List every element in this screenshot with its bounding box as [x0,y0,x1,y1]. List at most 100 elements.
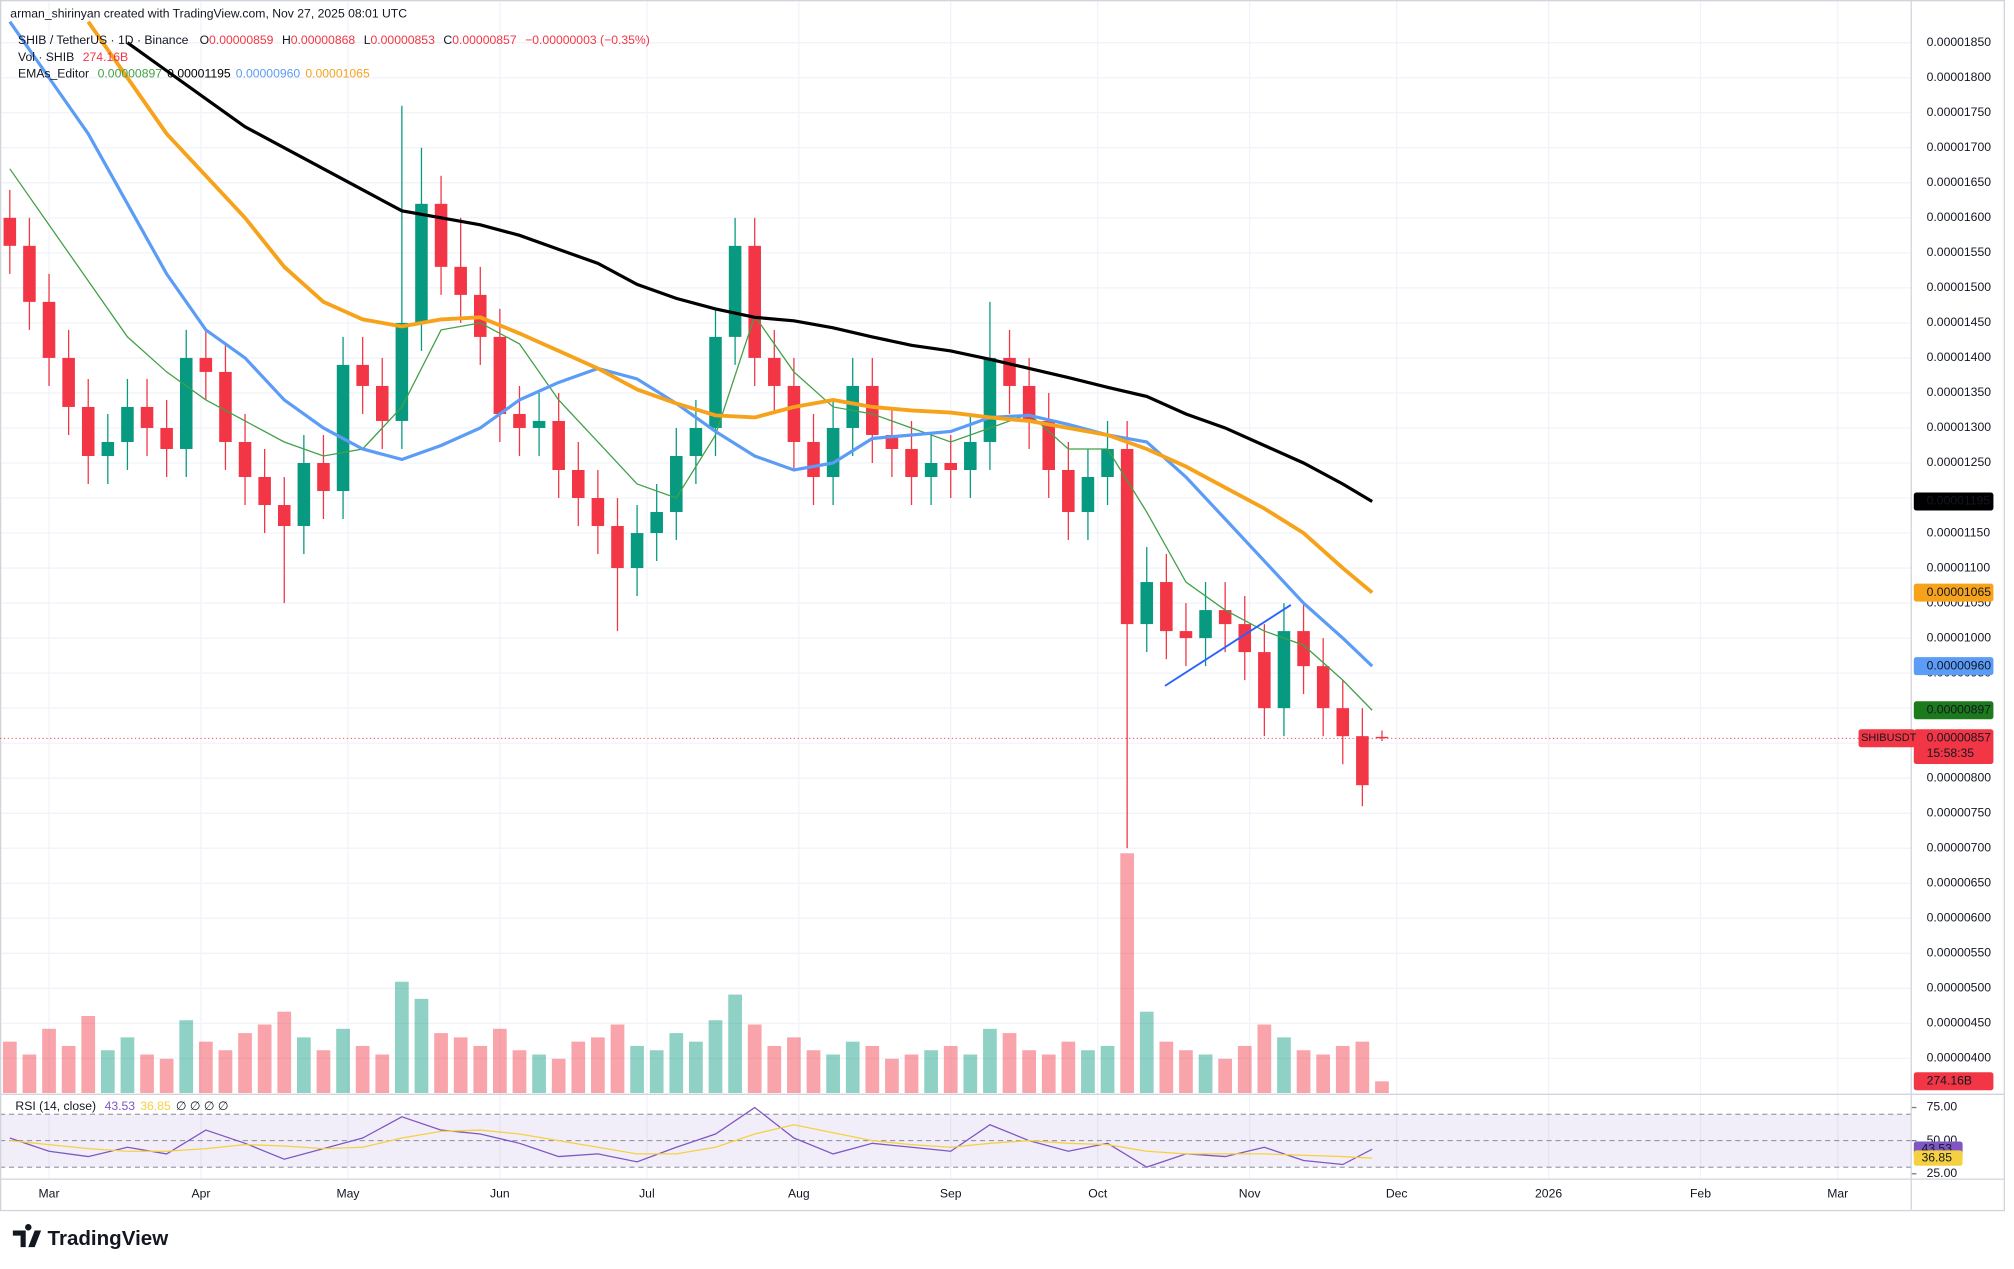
grid [0,0,1912,1180]
volume-bar [1159,1041,1174,1094]
volume-bar [747,1024,762,1094]
y-tick-label: 0.00001100 [1927,560,1991,574]
countdown: 15:58:35 [1927,746,1975,760]
y-tick-label: 0.00001700 [1927,140,1992,154]
candle-body [1218,610,1232,625]
rsi-tick-label: 25.00 [1927,1166,1958,1180]
y-tick-label: 0.00001250 [1927,455,1992,469]
volume-bar [1081,1050,1095,1094]
volume-bar [1316,1054,1331,1094]
volume-bar [453,1037,468,1094]
ema-tag [1913,492,1994,511]
volume-bar [100,1050,115,1094]
y-tick-label: 0.00001150 [1927,525,1991,539]
volume-bar [375,1054,390,1094]
volume-legend: Vol · SHIB 274.16B [18,50,128,64]
rsi-lines [9,1106,1373,1168]
axis-tags: 0.00000897 0.00001195 0.00000960 0.00001065… [0,492,1994,1166]
volume-bar [473,1045,488,1094]
candle-body [454,266,467,295]
volume-bar [1218,1058,1233,1094]
rsi-tag [1913,1150,1963,1166]
x-tick-label: May [336,1187,360,1201]
candle-body [140,406,154,428]
volume-bar [336,1028,350,1094]
volume-bar [355,1045,370,1094]
candle-body [1258,652,1271,709]
ema-line [126,41,1373,503]
volume-bar [512,1050,527,1094]
ohlc-value: 0.00000857 [452,33,517,47]
y-tick-label: 0.00000500 [1927,981,1992,995]
candle-body [493,336,507,414]
volume-bar [218,1050,233,1094]
change: −0.00000003 (−0.35%) [525,33,650,47]
ema-value: 0.00001195 [167,67,231,81]
volume-bar [257,1024,272,1094]
volume-bar [22,1054,37,1094]
candle-body [23,245,36,302]
ema-lines [8,20,1374,711]
volume-bar [1198,1054,1213,1094]
ohlc-value: 0.00000853 [370,33,435,47]
volume-bar [42,1028,56,1094]
candle-body [62,357,75,407]
candle-body [395,322,409,421]
volume-bar [963,1054,978,1094]
volume-bar [198,1041,213,1094]
axes: 0.00001850 0.00001800 0.00001750 0.00001700… [0,0,2005,1212]
ema-tag-label: 0.00000897 [1927,702,1992,716]
candle-body [1297,631,1310,667]
candle-body [121,406,134,442]
y-tick-label: 0.00001850 [1927,35,1992,49]
candle-body [1101,448,1114,477]
candle-body [728,245,742,337]
rsi-legend: RSI (14, close) 43.53 36.85 ∅ ∅ ∅ ∅ [15,1099,228,1113]
volume-bar [924,1050,938,1094]
volume-pane [2,853,1389,1094]
candle-body [552,420,565,470]
candle-body [807,441,820,477]
x-tick-label: Mar [1827,1187,1848,1201]
volume-bar [296,1037,311,1094]
candle-body [1081,476,1095,513]
y-tick-label: 0.00000400 [1927,1051,1992,1065]
candles [3,105,1389,849]
candle-body [42,301,56,358]
symbol-tag-label: SHIBUSDT [1861,732,1916,744]
ema-tag [1913,583,1994,602]
volume-bar [81,1015,96,1094]
volume-bar [120,1037,135,1094]
candle-body [513,413,526,428]
volume-bar [1002,1033,1017,1094]
volume-bar [630,1045,644,1094]
candle-body [944,462,957,470]
y-tick-label: 0.00001400 [1927,350,1992,364]
rsi-value: 43.53 [105,1099,136,1113]
ema-tag-label: 0.00001065 [1927,585,1992,599]
brand: TradingView [12,1224,169,1250]
candle-body [1140,582,1154,625]
candle-body [434,203,448,267]
volume-bar [1139,1011,1154,1094]
ema-line [86,20,1374,595]
ema-line [9,168,1373,711]
candle-body [866,385,879,435]
volume-bar [1335,1045,1350,1094]
y-tick-label: 0.00000600 [1927,910,1992,924]
y-tick-label: 0.00000650 [1927,875,1992,889]
ema-line [8,20,1374,668]
volume-bar [1120,853,1135,1094]
volume-bar [2,1041,17,1094]
candle-body [219,371,232,442]
candle-body [1336,708,1350,737]
symbol: SHIB / TetherUS · 1D · Binance [18,33,189,47]
volume-bar [806,1050,821,1094]
x-tick-label: Nov [1239,1187,1262,1201]
candle-body [317,462,330,492]
volume-bar [610,1024,625,1094]
y-tick-label: 0.00000700 [1927,840,1992,854]
